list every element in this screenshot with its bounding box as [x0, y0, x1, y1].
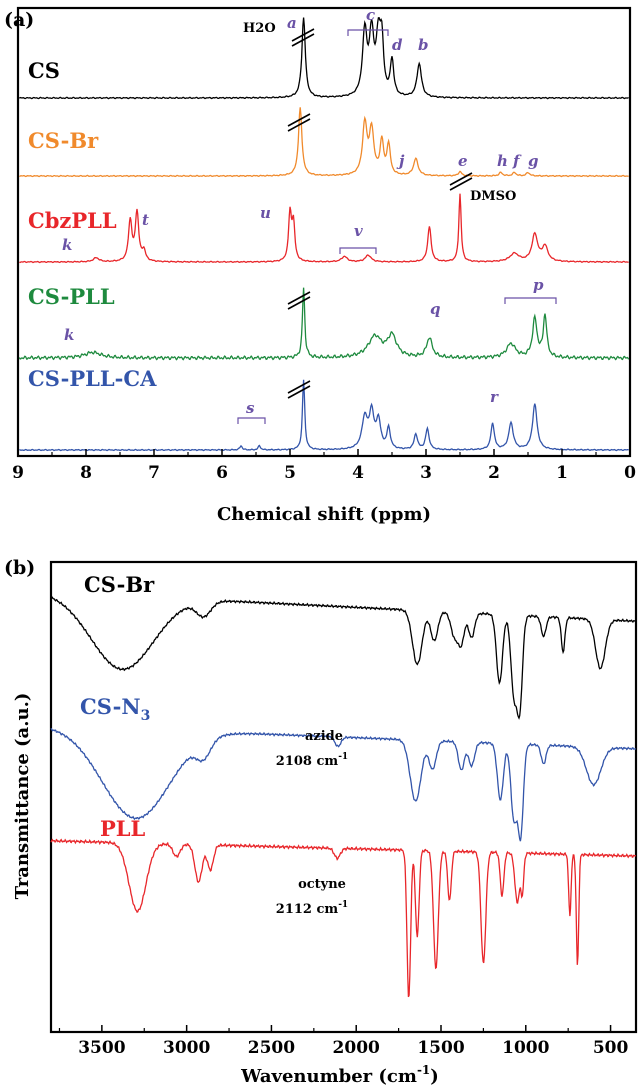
- peak-label-h2o: H2O: [243, 21, 276, 36]
- trace-label-cs-pll: CS-PLL: [28, 284, 115, 309]
- trace-label-cs-br: CS-Br: [28, 128, 99, 153]
- bracket-p: [504, 297, 557, 304]
- panel-a: (a) 9 8 7 6 5 4 3 2 1 0 CS CS-Br CbzPLL CS-PLL CS…: [4, 6, 636, 525]
- bracket-c: [347, 29, 389, 36]
- panel-a-label: (a): [4, 9, 34, 31]
- trace-label-cs-pll-ca: CS-PLL-CA: [28, 366, 157, 391]
- nmr-traces: [18, 16, 630, 452]
- peak-label-e: e: [458, 152, 468, 170]
- peak-label-j: j: [396, 152, 405, 170]
- nmr-series-cs: [18, 16, 629, 100]
- ir-x-tick-label-3000: 3000: [163, 1038, 210, 1058]
- ir-series-cs-br: [50, 596, 637, 720]
- panel-b-frame: [49, 560, 638, 1034]
- nmr-x-tick-label-9: 9: [12, 463, 24, 483]
- annotation-azide-wavenumber: 2108 cm-1: [276, 752, 348, 769]
- ir-x-tick-label-1500: 1500: [417, 1038, 464, 1058]
- nmr-x-tick-label-1: 1: [556, 463, 568, 483]
- ir-x-axis-title: Wavenumber (cm-1): [240, 1063, 439, 1087]
- ir-x-tick-label-3500: 3500: [78, 1038, 125, 1058]
- ir-series-pll: [50, 838, 637, 998]
- nmr-x-tick-label-6: 6: [216, 463, 228, 483]
- trace-label-cs: CS: [28, 58, 60, 83]
- trace-label-cbzpll: CbzPLL: [28, 208, 117, 233]
- peak-label-r: r: [490, 388, 499, 406]
- ir-x-tick-label-2000: 2000: [333, 1038, 380, 1058]
- ir-trace-label-cs-br: CS-Br: [84, 572, 155, 597]
- nmr-x-tick-label-5: 5: [284, 463, 296, 483]
- peak-label-p: p: [533, 276, 544, 294]
- peak-label-f: f: [512, 152, 522, 170]
- peak-label-k-cspll: k: [64, 326, 74, 344]
- bracket-s: [237, 417, 266, 424]
- ir-trace-label-cs-n3: CS-N3: [80, 694, 150, 724]
- nmr-series-cs-pll: [18, 287, 630, 361]
- peak-label-k-cbzpll: k: [62, 236, 72, 254]
- peak-label-d: d: [392, 36, 403, 54]
- peak-label-t: t: [142, 211, 149, 229]
- ir-series-cs-n3: [50, 727, 637, 842]
- nmr-brackets: [237, 29, 557, 424]
- annotation-octyne-wavenumber: 2112 cm-1: [276, 900, 348, 917]
- ir-y-axis-title: Transmittance (a.u.): [12, 693, 33, 900]
- ir-x-axis: 3500 3000 2500 2000 1500 1000 500: [58, 1025, 629, 1058]
- ir-x-tick-label-2500: 2500: [248, 1038, 295, 1058]
- peak-label-c: c: [366, 6, 375, 24]
- nmr-series-cs-pll-ca: [19, 379, 629, 452]
- nmr-x-tick-label-0: 0: [624, 463, 636, 483]
- peak-label-dmso: DMSO: [470, 189, 516, 204]
- nmr-series-cs-br: [19, 107, 629, 178]
- ir-trace-label-pll: PLL: [100, 816, 146, 841]
- nmr-x-tick-label-8: 8: [80, 463, 92, 483]
- peak-label-b: b: [418, 36, 429, 54]
- nmr-break-marks: [287, 28, 473, 399]
- peak-label-v: v: [354, 222, 363, 240]
- nmr-x-axis-title: Chemical shift (ppm): [217, 504, 431, 525]
- peak-label-g: g: [528, 152, 539, 170]
- ir-x-tick-label-1000: 1000: [502, 1038, 549, 1058]
- peak-label-u: u: [260, 204, 271, 222]
- bracket-v: [339, 247, 377, 254]
- nmr-x-axis: 9 8 7 6 5 4 3 2 1 0: [12, 449, 636, 483]
- ir-traces: [50, 596, 637, 998]
- nmr-x-tick-label-2: 2: [488, 463, 500, 483]
- nmr-peak-labels: H2O a c d b j e h f g k t u v DMSO q p k…: [62, 6, 544, 417]
- peak-label-a: a: [287, 14, 297, 32]
- nmr-x-tick-label-3: 3: [420, 463, 432, 483]
- nmr-series-cbzpll: [19, 193, 629, 264]
- peak-label-s: s: [246, 399, 255, 417]
- annotation-octyne-name: octyne: [298, 877, 346, 892]
- peak-label-h: h: [497, 152, 508, 170]
- ir-x-tick-label-500: 500: [593, 1038, 629, 1058]
- panel-b-label: (b): [4, 557, 35, 579]
- panel-b: (b) 3500 3000 2500 2000 1500 1000 500 CS-Br CS…: [4, 557, 638, 1087]
- nmr-x-tick-label-7: 7: [148, 463, 160, 483]
- peak-label-q: q: [430, 300, 441, 318]
- nmr-x-tick-label-4: 4: [352, 463, 364, 483]
- annotation-azide-name: azide: [305, 729, 343, 744]
